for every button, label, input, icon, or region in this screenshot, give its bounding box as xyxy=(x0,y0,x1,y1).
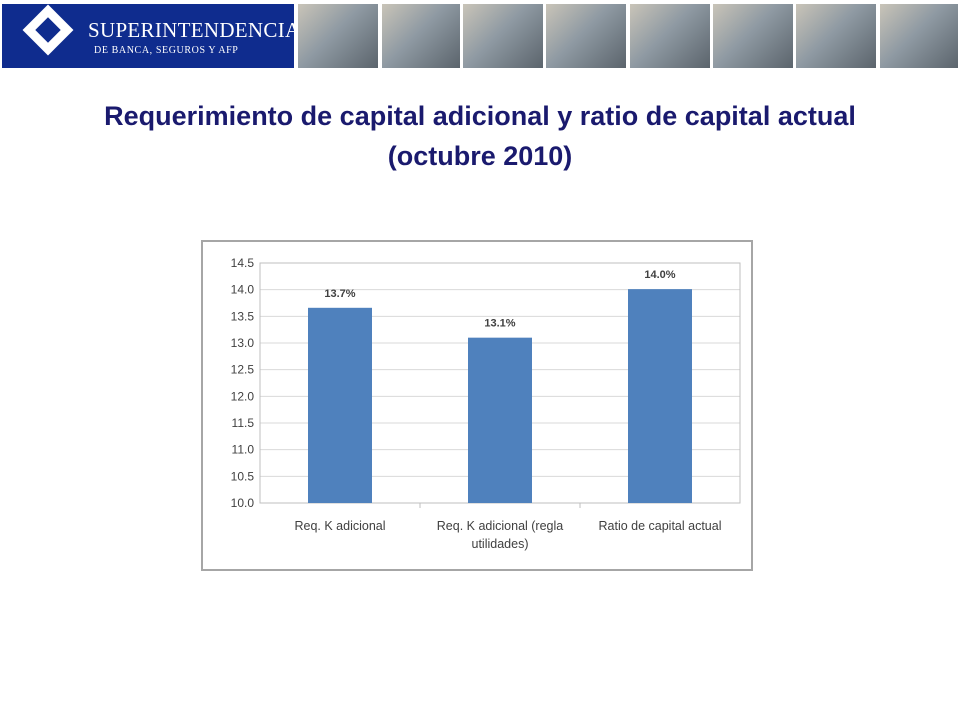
data-label: 13.1% xyxy=(484,318,515,330)
y-tick-label: 14.0 xyxy=(231,283,255,297)
chart-frame: 10.0 10.5 11.0 11.5 12.0 12.5 13.0 13.5 14.0 14.5… xyxy=(201,240,753,571)
building-photo xyxy=(382,4,460,68)
credit-card-photo xyxy=(298,4,378,68)
y-tick-label: 13.0 xyxy=(231,336,255,350)
bar xyxy=(468,337,532,503)
data-label: 14.0% xyxy=(644,269,675,281)
keyboard-enter-photo xyxy=(463,4,543,68)
y-tick-label: 10.0 xyxy=(231,496,255,510)
meeting-photo xyxy=(880,4,958,68)
y-tick-label: 12.0 xyxy=(231,389,255,403)
logo-title: SUPERINTENDENCIA xyxy=(88,18,301,42)
card-terminal-photo xyxy=(713,4,793,68)
x-category-label: Req. K adicional xyxy=(294,519,385,533)
bar-chart: 10.0 10.5 11.0 11.5 12.0 12.5 13.0 13.5 14.0 14.5… xyxy=(231,256,741,551)
banknotes-photo xyxy=(630,4,710,68)
x-category-label: Req. K adicional (regla xyxy=(437,519,564,533)
y-tick-label: 12.5 xyxy=(231,363,255,377)
logo-diamond-icon xyxy=(22,4,74,56)
y-tick-label: 11.5 xyxy=(232,416,255,430)
bar xyxy=(628,289,692,503)
slide-title: Requerimiento de capital adicional y rat… xyxy=(40,96,920,176)
header-band: SUPERINTENDENCIA DE BANCA, SEGUROS Y AFP xyxy=(0,0,960,72)
handshake-photo xyxy=(796,4,876,68)
y-tick-label: 11.0 xyxy=(232,443,255,457)
slide-title-line2: (octubre 2010) xyxy=(387,141,573,171)
x-category-label: Ratio de capital actual xyxy=(599,519,722,533)
bar xyxy=(308,307,372,503)
y-tick-label: 10.5 xyxy=(231,469,255,483)
data-label: 13.7% xyxy=(324,288,355,300)
y-tick-label: 14.5 xyxy=(231,256,255,270)
y-tick-label: 13.5 xyxy=(231,309,255,323)
logo-subtitle: DE BANCA, SEGUROS Y AFP xyxy=(94,45,239,56)
x-category-label: utilidades) xyxy=(472,537,529,551)
slide-title-line1: Requerimiento de capital adicional y rat… xyxy=(104,101,856,131)
sbs-logo: SUPERINTENDENCIA DE BANCA, SEGUROS Y AFP xyxy=(2,4,300,68)
laptop-photo xyxy=(546,4,626,68)
